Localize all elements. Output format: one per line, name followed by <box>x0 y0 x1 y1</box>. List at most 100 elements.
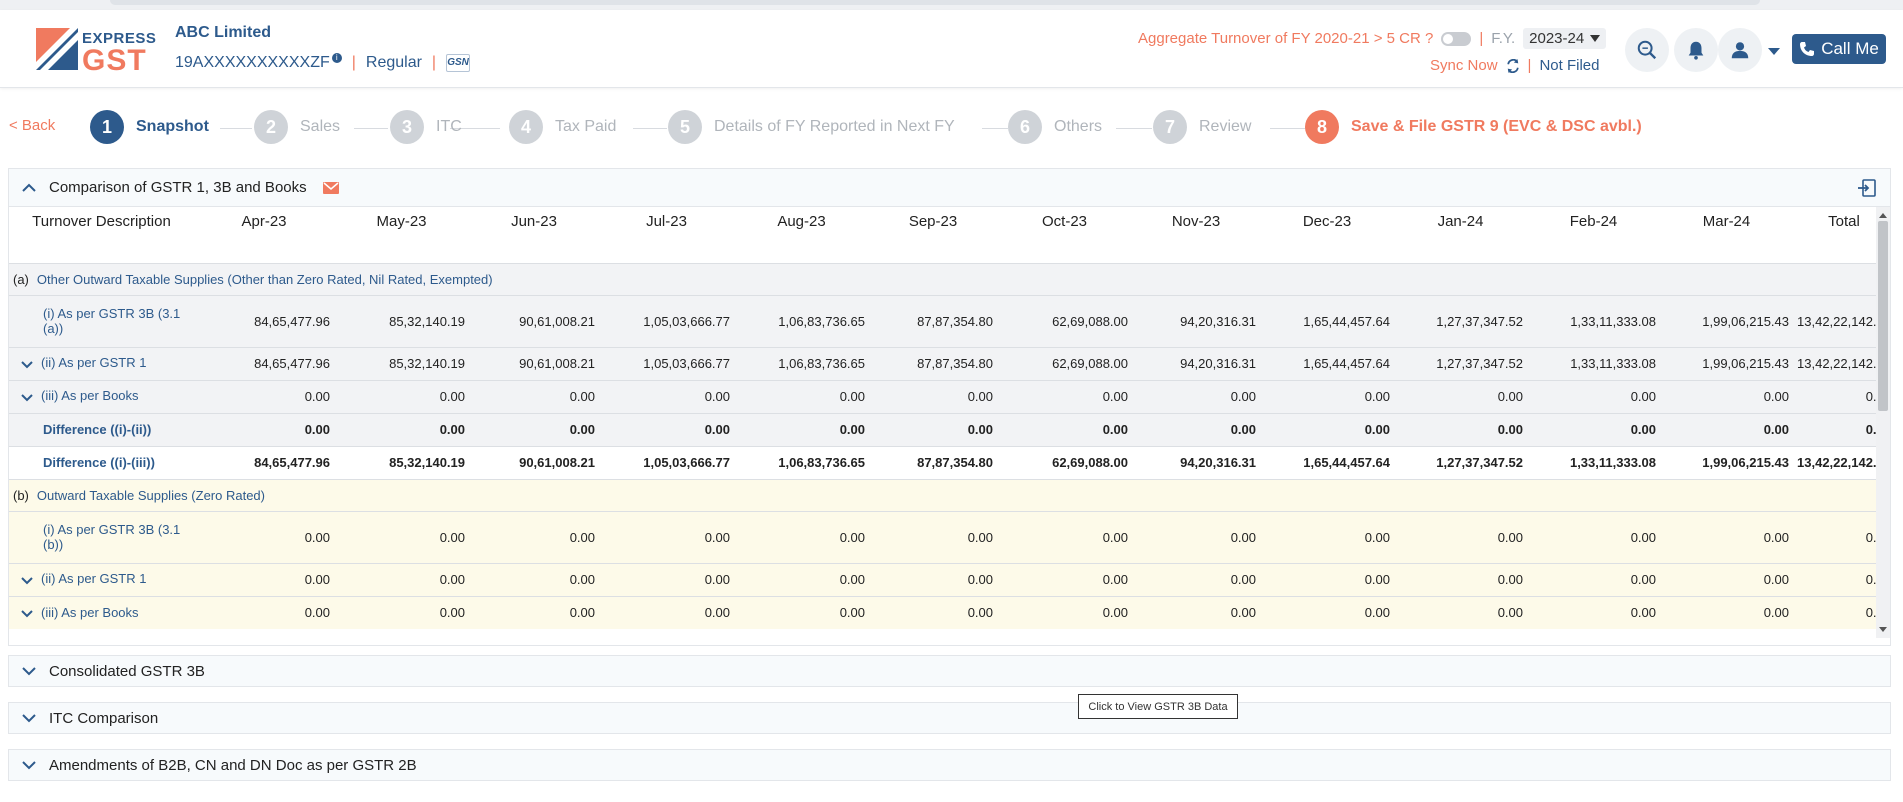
scroll-down-arrow-icon[interactable] <box>1879 627 1887 632</box>
value-cell: 1,06,83,736.65 <box>734 294 869 347</box>
step-tax-paid[interactable]: 4 Tax Paid <box>509 110 616 144</box>
notifications-button[interactable] <box>1674 28 1718 72</box>
step-sales[interactable]: 2 Sales <box>254 110 340 144</box>
export-icon[interactable] <box>1858 179 1876 197</box>
chevron-up-icon[interactable] <box>9 183 49 193</box>
call-me-button[interactable]: Call Me <box>1792 34 1886 64</box>
back-link[interactable]: < Back <box>9 117 56 134</box>
value-cell: 0.00 <box>1394 595 1527 629</box>
column-header: Dec-23 <box>1260 207 1394 263</box>
step-next-fy-details[interactable]: 5 Details of FY Reported in Next FY <box>668 110 955 144</box>
value-cell: 84,65,477.96 <box>194 445 334 479</box>
chevron-down-icon[interactable] <box>9 666 49 676</box>
value-cell: 0.00 <box>869 510 997 563</box>
step-itc[interactable]: 3 ITC <box>390 110 462 144</box>
value-cell: 0.00 <box>1260 412 1394 446</box>
value-cell: 0.00 <box>334 595 469 629</box>
step-number: 1 <box>90 110 124 144</box>
value-cell: 84,65,477.96 <box>194 294 334 347</box>
value-cell: 0.00 <box>869 562 997 596</box>
itc-comparison-panel[interactable]: ITC Comparison <box>8 702 1891 734</box>
separator: | <box>1527 57 1532 74</box>
sync-status-row: Sync Now | Not Filed <box>1430 57 1599 74</box>
value-cell: 87,87,354.80 <box>869 445 997 479</box>
value-cell: 85,32,140.19 <box>334 346 469 380</box>
consolidated-gstr3b-panel[interactable]: Consolidated GSTR 3B <box>8 655 1891 687</box>
value-cell: 0.00 <box>1260 595 1394 629</box>
value-cell: 0.00 <box>469 510 599 563</box>
chevron-down-icon[interactable] <box>21 357 35 372</box>
value-cell: 0.00 <box>1132 379 1260 413</box>
chevron-down-icon[interactable] <box>21 573 35 588</box>
table-row: (iii) As per Books 0.00 0.00 0.00 0.00 0.00 0.… <box>9 379 1890 413</box>
filing-status: Not Filed <box>1539 57 1600 74</box>
value-cell: 1,06,83,736.65 <box>734 445 869 479</box>
group-label: Outward Taxable Supplies (Zero Rated) <box>36 487 265 503</box>
value-cell: 0.00 <box>599 379 734 413</box>
table-scrollbar[interactable] <box>1876 207 1890 638</box>
chevron-down-icon[interactable] <box>21 390 35 405</box>
value-cell: 0.00 <box>469 412 599 446</box>
value-cell: 1,99,06,215.43 <box>1660 346 1793 380</box>
value-cell: 85,32,140.19 <box>334 294 469 347</box>
step-snapshot[interactable]: 1 Snapshot <box>90 110 209 144</box>
step-save-and-file[interactable]: 8 Save & File GSTR 9 (EVC & DSC avbl.) <box>1305 110 1642 144</box>
value-cell: 0.00 <box>599 412 734 446</box>
chevron-down-icon[interactable] <box>9 713 49 723</box>
group-code: (a) <box>13 271 29 287</box>
row-label-cell: Difference ((i)-(ii)) <box>9 412 194 446</box>
value-cell: 0.00 <box>1260 510 1394 563</box>
value-cell: 0.00 <box>997 510 1132 563</box>
step-number: 6 <box>1008 110 1042 144</box>
table-row: (ii) As per GSTR 1 0.00 0.00 0.00 0.00 0.00 0.… <box>9 562 1890 596</box>
table-row: Difference ((i)-(iii)) 84,65,477.96 85,32,… <box>9 445 1890 479</box>
value-cell: 13,42,22,142.56 <box>1793 346 1890 380</box>
value-cell: 0.00 <box>1260 379 1394 413</box>
profile-button[interactable] <box>1718 28 1762 72</box>
comparison-panel-header[interactable]: Comparison of GSTR 1, 3B and Books <box>9 169 1890 207</box>
chevron-down-icon[interactable] <box>21 606 35 621</box>
step-review[interactable]: 7 Review <box>1153 110 1251 144</box>
aggregate-turnover-toggle[interactable] <box>1441 31 1472 46</box>
value-cell: 0.00 <box>869 379 997 413</box>
refresh-icon[interactable] <box>1506 58 1520 73</box>
comparison-table-wrap: Turnover Description Apr-23 May-23 Jun-2… <box>9 207 1890 638</box>
row-label-cell: Difference ((i)-(iii)) <box>9 445 194 479</box>
row-label-cell[interactable]: (ii) As per GSTR 1 <box>9 346 194 380</box>
search-button[interactable] <box>1625 28 1669 72</box>
value-cell: 1,33,11,333.08 <box>1527 346 1660 380</box>
sync-now-link[interactable]: Sync Now <box>1430 57 1498 74</box>
row-label: (i) As per GSTR 3B (3.1 (a)) <box>43 306 181 336</box>
row-label-cell[interactable]: (iii) As per Books <box>9 595 194 629</box>
gsn-badge-icon[interactable]: GSN <box>446 54 471 72</box>
user-icon <box>1731 42 1749 59</box>
tooltip: Click to View GSTR 3B Data <box>1078 694 1238 719</box>
fy-select[interactable]: 2023-24 <box>1523 28 1607 49</box>
scrollbar-thumb[interactable] <box>1878 221 1888 411</box>
value-cell: 62,69,088.00 <box>997 346 1132 380</box>
step-label: Review <box>1199 118 1252 135</box>
row-label-cell[interactable]: (ii) As per GSTR 1 <box>9 562 194 596</box>
registration-type: Regular <box>365 54 422 71</box>
chevron-down-icon[interactable] <box>9 760 49 770</box>
value-cell: 62,69,088.00 <box>997 294 1132 347</box>
step-others[interactable]: 6 Others <box>1008 110 1102 144</box>
company-name: ABC Limited <box>175 24 271 41</box>
column-header: Feb-24 <box>1527 207 1660 263</box>
row-label-cell[interactable]: (iii) As per Books <box>9 379 194 413</box>
value-cell: 0.00 <box>997 595 1132 629</box>
express-gst-logo[interactable]: EXPRESS GST <box>36 26 156 77</box>
group-label: Other Outward Taxable Supplies (Other th… <box>36 271 493 287</box>
fy-label: F.Y. <box>1491 30 1516 47</box>
group-row: (b) Outward Taxable Supplies (Zero Rated) <box>9 478 1890 511</box>
mail-icon[interactable] <box>322 181 339 194</box>
amendments-panel[interactable]: Amendments of B2B, CN and DN Doc as per … <box>8 749 1891 781</box>
profile-menu-caret-icon[interactable] <box>1768 48 1780 55</box>
value-cell: 0.00 <box>997 562 1132 596</box>
scroll-up-arrow-icon[interactable] <box>1879 213 1887 218</box>
step-label: Save & File GSTR 9 (EVC & DSC avbl.) <box>1351 118 1642 135</box>
gstin-info-icon[interactable]: i <box>331 53 342 63</box>
value-cell: 0.00 <box>1660 510 1793 563</box>
step-label: Details of FY Reported in Next FY <box>714 118 955 135</box>
value-cell: 0.00 <box>469 379 599 413</box>
